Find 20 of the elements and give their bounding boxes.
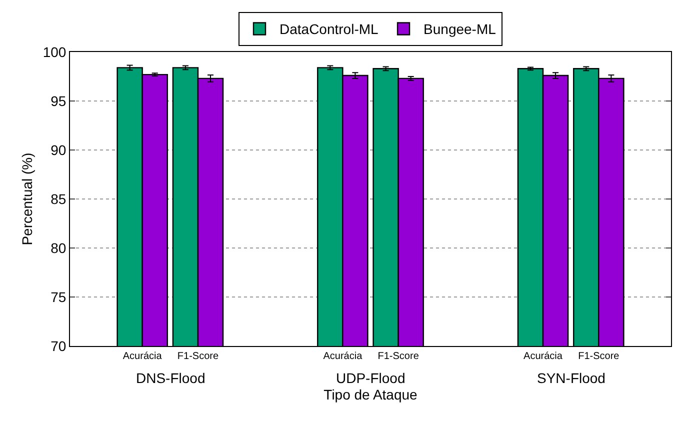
x-tick-label: Acurácia [122,351,162,362]
x-tick-label: F1-Score [578,351,620,362]
y-tick-label: 80 [50,240,66,256]
x-tick-label: F1-Score [378,351,420,362]
text: UDP-Flood [336,370,406,386]
text: DNS-Flood [136,370,206,386]
x-tick-label: Acurácia [323,351,363,362]
legend-label: Bungee-ML [424,21,496,38]
y-tick-label: 70 [50,338,66,354]
x-axis-title: Tipo de Ataque [324,386,418,402]
y-axis-title: Percentual (%) [19,152,35,246]
y-tick-label: 100 [42,44,66,60]
x-tick-label: F1-Score [177,351,219,362]
y-tick-label: 95 [50,92,66,109]
y-tick-label: 90 [50,142,66,158]
x-tick-label: Acurácia [524,351,563,362]
text: SYN-Flood [537,370,606,386]
y-tick-label: 85 [50,190,66,207]
y-tick-label: 75 [50,288,66,305]
legend-label: DataControl-ML [280,21,379,38]
